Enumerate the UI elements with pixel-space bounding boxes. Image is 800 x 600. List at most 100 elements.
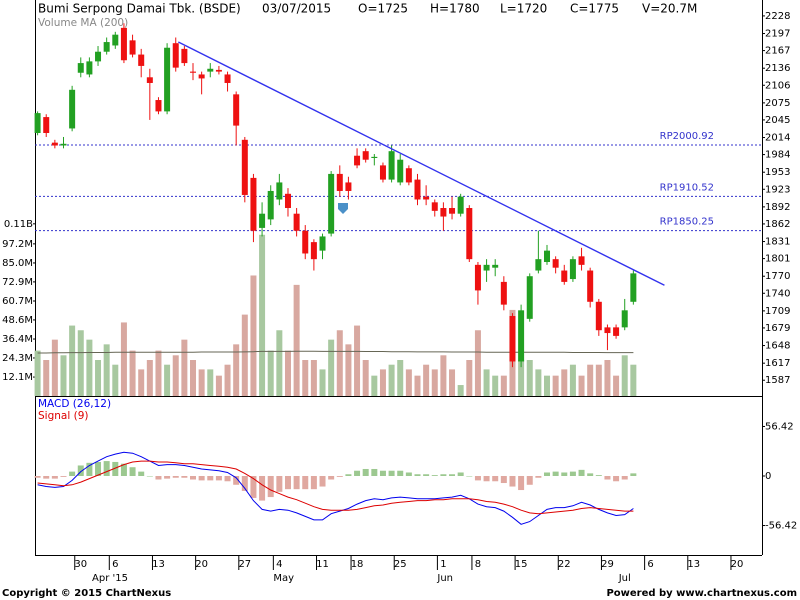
volume-bar xyxy=(569,364,576,396)
candle-body xyxy=(379,165,386,180)
histogram-bar xyxy=(388,470,395,476)
volume-bar xyxy=(561,369,568,396)
volume-bar xyxy=(379,369,386,396)
candle-body xyxy=(544,250,551,263)
histogram-bar xyxy=(198,476,205,481)
histogram-bar xyxy=(371,468,378,476)
x-tick-label: 6 xyxy=(112,559,118,570)
histogram-bar xyxy=(112,461,119,476)
month-label: Jun xyxy=(436,573,453,584)
histogram-bar xyxy=(215,476,222,481)
histogram-bar xyxy=(103,461,110,476)
x-tick-label: 18 xyxy=(351,559,364,570)
legend-entry: Signal (9) xyxy=(38,410,88,422)
candle-body xyxy=(284,193,291,209)
candle-body xyxy=(43,117,50,133)
y-tick-label: 97.2M xyxy=(2,239,33,250)
frame xyxy=(35,0,763,556)
month-label: Jul xyxy=(618,573,631,584)
histogram-bar xyxy=(164,476,171,479)
candle-body xyxy=(613,327,620,336)
y-tick-label: 12.1M xyxy=(2,372,33,383)
volume-bar xyxy=(405,369,412,396)
candle-body xyxy=(241,139,248,195)
y-tick-label: 2167 xyxy=(765,46,790,57)
x-tick-label: 1 xyxy=(440,559,446,570)
histogram-bar xyxy=(354,470,361,476)
volume-bar xyxy=(43,360,50,396)
x-tick-label: 6 xyxy=(647,559,653,570)
volume-bar xyxy=(621,355,628,396)
volume-bar xyxy=(233,344,240,396)
candle-body xyxy=(388,151,395,180)
volume-bar xyxy=(397,360,404,396)
volume-bar xyxy=(604,360,611,396)
copyright: Copyright © 2015 ChartNexus xyxy=(2,588,171,599)
y-tick-label: 1862 xyxy=(765,219,790,230)
volume-bar xyxy=(207,369,214,396)
histogram-bar xyxy=(474,476,481,481)
histogram-bar xyxy=(440,474,447,476)
y-tick-label: 2106 xyxy=(765,80,790,91)
histogram-bar xyxy=(233,476,240,485)
x-tick-label: 4 xyxy=(276,559,282,570)
histogram-bar xyxy=(362,468,369,476)
y-tick-label: 2014 xyxy=(765,133,790,144)
x-tick-label: 22 xyxy=(558,559,571,570)
volume-bar xyxy=(146,360,153,396)
y-tick-label: 1740 xyxy=(765,288,790,299)
volume-bar xyxy=(440,355,447,396)
histogram-bar xyxy=(51,476,58,479)
candle-body xyxy=(138,54,145,66)
candle-body xyxy=(112,34,119,46)
candle-body xyxy=(190,71,197,73)
volume-bar xyxy=(371,375,378,396)
volume-bar xyxy=(518,360,525,396)
level-label: RP2000.92 xyxy=(660,131,714,142)
y-tick-label: -56.42 xyxy=(765,521,797,532)
volume-bar xyxy=(414,375,421,396)
y-tick-label: 1648 xyxy=(765,341,790,352)
candle-body xyxy=(224,74,231,83)
candle-body xyxy=(328,173,335,234)
histogram-bar xyxy=(431,475,438,476)
volume-bar xyxy=(293,284,300,396)
histogram-bar xyxy=(526,476,533,485)
histogram-bar xyxy=(284,476,291,490)
histogram-bar xyxy=(466,476,473,477)
histogram-bar xyxy=(518,476,525,491)
volume-bar xyxy=(112,364,119,396)
volume-bar xyxy=(319,369,326,396)
indicator-line xyxy=(37,451,634,525)
histogram-bar xyxy=(578,469,585,476)
candle-body xyxy=(207,68,214,72)
histogram-bar xyxy=(250,476,257,498)
candle-body xyxy=(423,196,430,200)
candle-body xyxy=(362,151,369,160)
trend-line xyxy=(178,41,665,286)
quote-date: 03/07/2015 xyxy=(262,2,331,16)
candle-body xyxy=(146,77,153,83)
candle-body xyxy=(483,264,490,271)
histogram-bar xyxy=(595,475,602,476)
volume-bar xyxy=(354,325,361,396)
candle-body xyxy=(120,27,127,61)
histogram-bar xyxy=(449,474,456,476)
candle-body xyxy=(319,236,326,251)
volume-bar xyxy=(60,355,67,396)
histogram-bar xyxy=(181,476,188,478)
volume-bar xyxy=(500,375,507,396)
volume-bar xyxy=(457,385,464,396)
candle-body xyxy=(630,273,637,302)
volume-bar xyxy=(492,375,499,396)
y-tick-label: 85.0M xyxy=(2,258,33,269)
histogram-bar xyxy=(379,470,386,476)
candle-body xyxy=(552,259,559,268)
candle-body xyxy=(578,256,585,265)
histogram-bar xyxy=(302,476,309,490)
histogram-bar xyxy=(319,476,326,487)
histogram-bar xyxy=(86,462,93,476)
volume-bar xyxy=(336,330,343,396)
candle-body xyxy=(587,270,594,302)
